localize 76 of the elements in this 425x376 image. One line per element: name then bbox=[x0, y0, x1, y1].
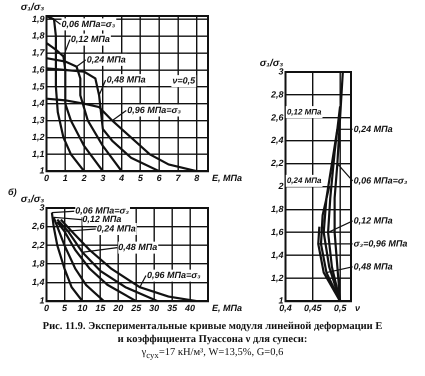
legend-label: 0,06 МПа=σ₃ bbox=[75, 206, 130, 216]
y-tick-label: 1,7 bbox=[32, 48, 46, 58]
legend-label: 0,24 МПа bbox=[86, 54, 126, 64]
chart-title: б) bbox=[8, 186, 17, 197]
legend-label: 0,24 МПа bbox=[96, 223, 136, 234]
y-tick-label: 2,6 bbox=[270, 112, 284, 122]
x-tick-label: 5 bbox=[62, 303, 68, 314]
y-tick-label: 2,2 bbox=[30, 240, 45, 250]
y-tick-label: 1,5 bbox=[32, 81, 46, 92]
x-tick-label: 7 bbox=[175, 173, 182, 184]
series-label: 0,06 МПа=σ₃ bbox=[354, 175, 408, 186]
y-tick-label: 2 bbox=[277, 181, 284, 192]
legend-label: 0,96 МПа=σ₃ bbox=[127, 105, 182, 115]
x-tick-label: 0,45 bbox=[304, 303, 323, 314]
y-tick-label: 1,6 bbox=[32, 64, 46, 74]
text: γ$_{сух}$=17 кН/м³, W=13,5%, G=0,6 bbox=[140, 346, 284, 362]
y-tick-label: 2,4 bbox=[270, 135, 284, 146]
y-tick-label: 1,2 bbox=[270, 272, 284, 283]
x-tick-label: 0 bbox=[44, 173, 50, 184]
y-tick-label: 1,6 bbox=[270, 226, 284, 237]
y-axis-title: σ₁/σ₃ bbox=[20, 2, 44, 13]
y-tick-label: 1 bbox=[278, 296, 284, 306]
annotation: 0,12 МПа bbox=[286, 107, 322, 116]
y-tick-label: 1,9 bbox=[32, 14, 45, 24]
y-tick-label: 1 bbox=[39, 166, 45, 176]
x-tick-label: 0,4 bbox=[279, 303, 292, 314]
x-tick-label: 6 bbox=[156, 173, 163, 184]
y-tick-label: 1,8 bbox=[270, 204, 284, 214]
y-tick-label: 1,4 bbox=[270, 250, 284, 260]
x-tick-label: 10 bbox=[77, 303, 88, 314]
series-label: 0,48 МПа bbox=[106, 74, 146, 85]
x-tick-label: 30 bbox=[149, 303, 160, 314]
y-axis-title: σ₁/σ₃ bbox=[20, 194, 44, 205]
y-tick-label: 1,8 bbox=[32, 258, 45, 268]
legend-label: 0,12 МПа bbox=[354, 215, 393, 226]
legend-label: σ₃=0,96 МПа bbox=[354, 238, 408, 248]
x-tick-label: 20 bbox=[112, 303, 124, 314]
x-tick-label: 3 bbox=[100, 173, 106, 184]
x-axis-title: ν bbox=[355, 303, 360, 314]
x-tick-label: 0 bbox=[44, 303, 50, 314]
x-tick-label: 35 bbox=[167, 303, 178, 314]
x-tick-label: 0,5 bbox=[334, 303, 348, 314]
y-tick-label: 1,4 bbox=[32, 98, 45, 108]
y-tick-label: 3 bbox=[39, 202, 45, 212]
legend-label: 0,24 МПа bbox=[354, 124, 393, 134]
y-tick-label: 1,2 bbox=[32, 132, 45, 142]
x-tick-label: 15 bbox=[95, 303, 106, 314]
y-tick-label: 3 bbox=[278, 66, 284, 76]
x-axis-title: E, МПа bbox=[212, 173, 242, 184]
x-tick-label: 1 bbox=[62, 173, 68, 184]
legend-label: 0,48 МПа bbox=[354, 261, 393, 272]
y-tick-label: 1,1 bbox=[32, 148, 45, 159]
y-tick-label: 1,3 bbox=[32, 115, 45, 126]
y-tick-label: 1,4 bbox=[32, 277, 45, 288]
text: Рис. 11.9. Экспериментальные кривые модуля линейной деформации E bbox=[42, 320, 384, 333]
legend-label: 0,06 МПа=σ₃ bbox=[62, 18, 116, 29]
y-tick-label: 2,2 bbox=[270, 158, 284, 168]
x-axis-title: E, МПа bbox=[212, 303, 242, 314]
x-tick-label: 40 bbox=[184, 303, 196, 314]
x-tick-label: 8 bbox=[194, 173, 200, 184]
y-tick-label: 1 bbox=[39, 296, 45, 306]
y-tick-label: 1,8 bbox=[32, 30, 45, 41]
series-label: 0,12 МПа bbox=[70, 34, 110, 44]
text: и коэффициента Пуассона ν для супеси: bbox=[116, 333, 308, 346]
annotation: 0,24 МПа bbox=[286, 176, 322, 186]
y-axis-title: σ₁/σ₃ bbox=[260, 58, 284, 69]
y-tick-label: 2,6 bbox=[30, 221, 46, 232]
series-label: 0,96 МПа=σ₃ bbox=[146, 270, 202, 280]
y-tick-label: 2,8 bbox=[270, 89, 284, 100]
x-tick-label: 5 bbox=[138, 173, 144, 184]
x-tick-label: 4 bbox=[118, 173, 124, 184]
legend-label: 0,12 МПа bbox=[82, 214, 122, 224]
x-tick-label: 2 bbox=[80, 173, 87, 184]
annotation: ν=0,5 bbox=[172, 76, 196, 86]
legend-label: 0,48 МПа bbox=[118, 242, 158, 252]
x-tick-label: 25 bbox=[130, 303, 142, 314]
